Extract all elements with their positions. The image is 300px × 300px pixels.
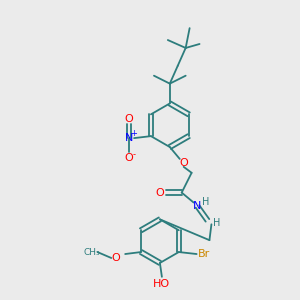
Text: O: O <box>179 158 188 168</box>
Text: CH₃: CH₃ <box>83 248 100 256</box>
Text: -: - <box>133 151 136 160</box>
Text: O: O <box>125 153 134 163</box>
Text: O: O <box>155 188 164 198</box>
Text: Br: Br <box>197 249 210 259</box>
Text: +: + <box>130 129 136 138</box>
Text: HO: HO <box>153 279 170 289</box>
Text: O: O <box>111 253 120 263</box>
Text: H: H <box>202 196 209 206</box>
Text: O: O <box>125 114 134 124</box>
Text: N: N <box>125 133 133 143</box>
Text: H: H <box>213 218 220 228</box>
Text: N: N <box>194 202 202 212</box>
